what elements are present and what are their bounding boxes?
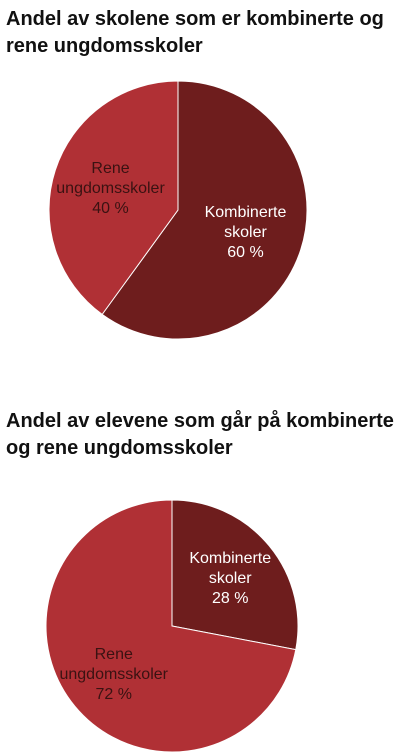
slice-name-label: skoler — [209, 570, 252, 587]
pie-chart-students: Kombinerte skoler 28 % Rene ungdomsskoler 72 … — [45, 499, 299, 753]
pie-slice-kombinerte — [101, 80, 308, 340]
slice-name-label: Kombinerte — [205, 204, 287, 221]
slice-label-kombinerte: Kombinerte skoler 60 % — [205, 204, 287, 261]
pie-slice-rene — [45, 499, 297, 753]
slice-value-label: 72 % — [96, 686, 132, 703]
slice-label-kombinerte: Kombinerte skoler 28 % — [189, 550, 271, 607]
slice-value-label: 28 % — [212, 590, 248, 607]
slice-name-label: Rene — [95, 646, 133, 663]
slice-value-label: 60 % — [227, 244, 263, 261]
pie-chart-schools: Kombinerte skoler 60 % Rene ungdomsskoler 40 … — [48, 80, 308, 340]
chart-title-schools: Andel av skolene som er kombinerte og re… — [6, 8, 384, 57]
chart-title-students: Andel av elevene som går på kombinerte o… — [6, 410, 394, 459]
slice-name-label: ungdomsskoler — [59, 666, 168, 683]
pie-slice-kombinerte — [171, 499, 299, 651]
pie-slice-rene — [48, 80, 179, 316]
slice-name-label: ungdomsskoler — [56, 180, 165, 197]
slice-label-rene: Rene ungdomsskoler 40 % — [56, 160, 165, 217]
slice-name-label: Kombinerte — [189, 550, 271, 567]
slice-name-label: skoler — [224, 224, 267, 241]
slice-label-rene: Rene ungdomsskoler 72 % — [59, 646, 168, 703]
slice-value-label: 40 % — [92, 200, 128, 217]
slice-name-label: Rene — [91, 160, 129, 177]
